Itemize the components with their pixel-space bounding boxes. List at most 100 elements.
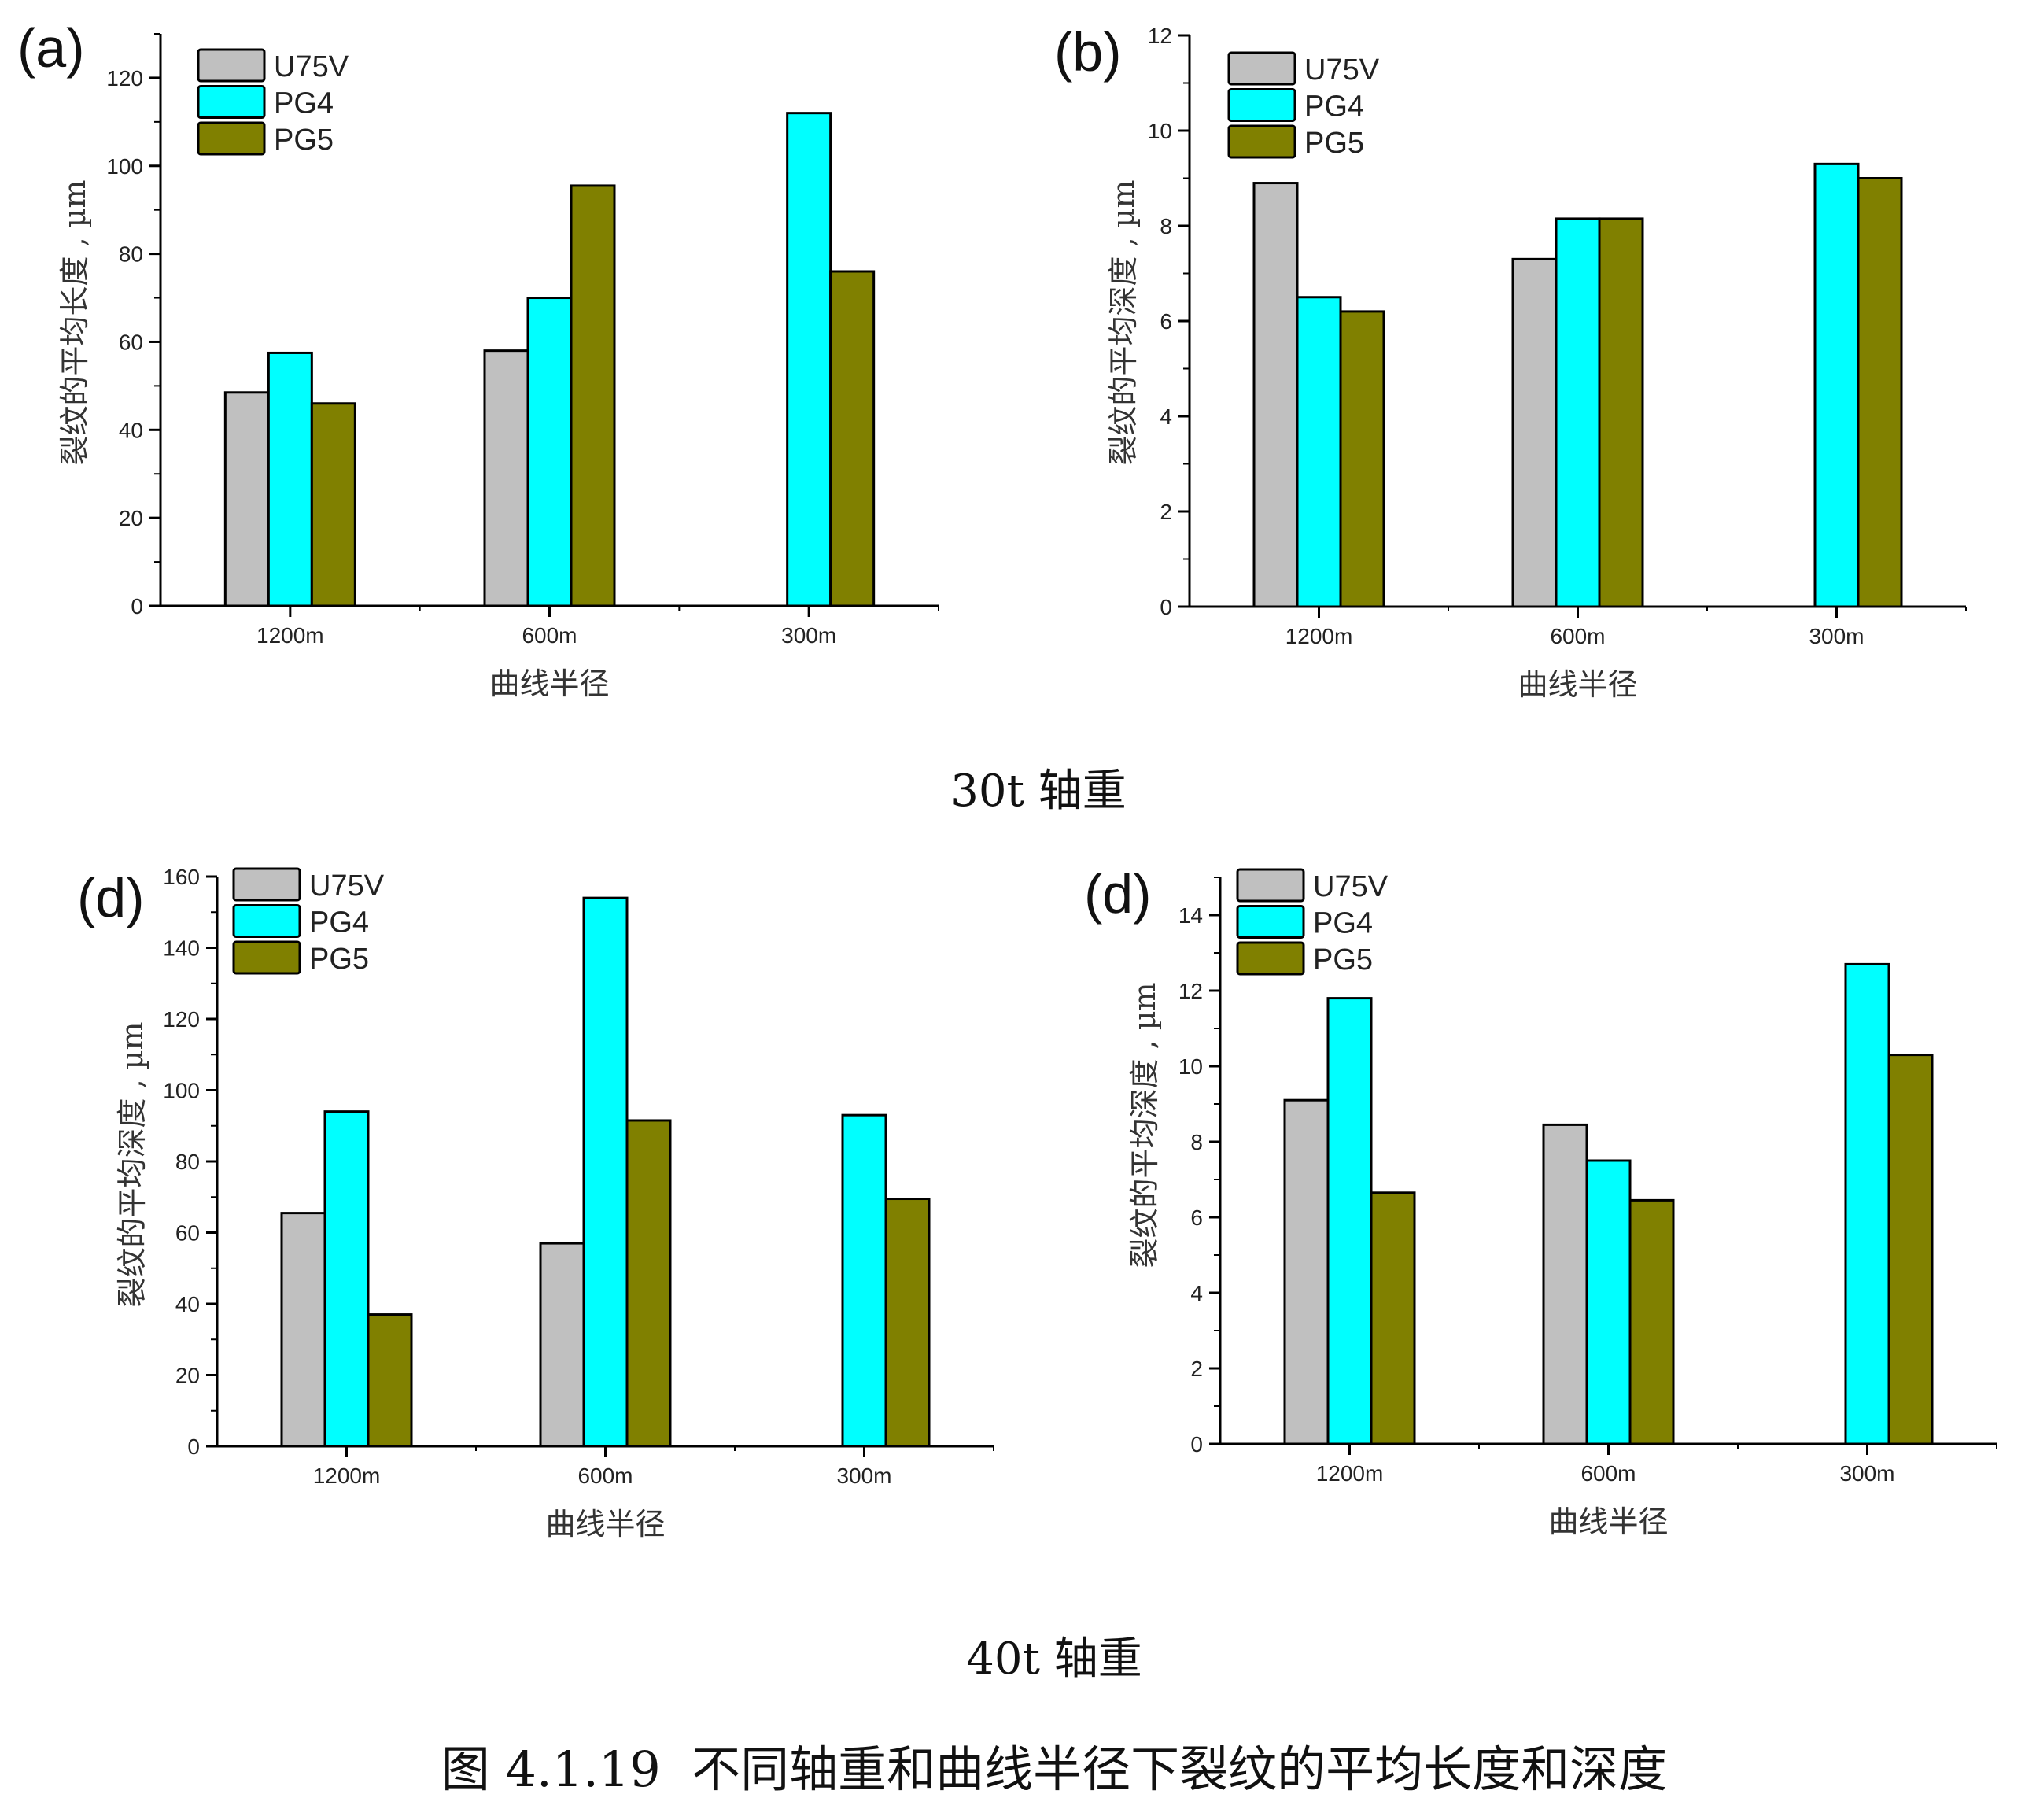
legend-label: PG4 <box>1313 907 1373 940</box>
legend-swatch-pg4 <box>1227 88 1296 122</box>
y-axis-title: 裂纹的平均长度 , µm <box>57 180 92 466</box>
bar-pg5-1200m <box>1339 310 1385 608</box>
x-axis-title: 曲线半径 <box>1518 669 1637 702</box>
y-axis-title: 裂纹的平均深度 , µm <box>1127 983 1162 1268</box>
legend-swatch-u75v <box>1227 51 1296 86</box>
caption-30t-axle-load: 30t 轴重 <box>950 766 1127 817</box>
x-tick-label: 600m <box>577 1464 633 1488</box>
legend-item-pg4: PG4 <box>197 85 334 120</box>
bar-pg5-600m <box>1628 1198 1675 1445</box>
y-tick-label: 0 <box>131 594 143 618</box>
panel-label: (a) <box>17 17 85 79</box>
y-tick-label: 0 <box>1160 595 1172 619</box>
chart-b: 0 2 4 6 8 10 12 1200m 600m 300m 曲线半径 裂纹的平均深度 , µm (b… <box>1054 21 1967 702</box>
y-tick-label: 0 <box>187 1434 200 1459</box>
x-tick-label: 1200m <box>1285 624 1353 648</box>
bar-pg4-1200m <box>1326 997 1373 1445</box>
panel-label: (d) <box>1084 863 1152 925</box>
legend-item-pg5: PG5 <box>1227 124 1364 160</box>
x-tick-label: 1200m <box>1316 1461 1384 1486</box>
bar-u75v-1200m <box>280 1212 326 1448</box>
y-tick-label: 12 <box>1148 24 1172 48</box>
y-tick-label: 4 <box>1190 1281 1203 1305</box>
x-axis-title: 曲线半径 <box>545 1508 665 1541</box>
legend-swatch-pg5 <box>197 121 266 156</box>
legend-label: U75V <box>1313 870 1389 903</box>
x-tick-label: 300m <box>1809 624 1864 648</box>
chart-d: 0 2 4 6 8 10 12 14 1200m 600m 300m 曲线半径 裂纹的平均深度 , µm… <box>1084 863 1997 1539</box>
legend-item-pg4: PG4 <box>1236 905 1373 940</box>
x-tick-label: 300m <box>1839 1461 1894 1486</box>
x-tick-label: 1200m <box>313 1464 381 1488</box>
bar-pg5-300m <box>829 270 876 607</box>
legend-swatch-u75v <box>197 48 266 83</box>
legend-item-u75v: U75V <box>1227 51 1380 87</box>
bar-u75v-600m <box>539 1242 585 1448</box>
y-tick-label: 80 <box>119 242 143 267</box>
x-axis-title: 曲线半径 <box>1548 1506 1668 1539</box>
legend-label: PG5 <box>274 124 334 157</box>
bar-pg4-300m <box>1813 162 1860 608</box>
bar-u75v-600m <box>1511 257 1558 608</box>
bar-pg5-300m <box>1857 177 1903 608</box>
y-tick-label: 160 <box>163 865 200 889</box>
y-tick-label: 40 <box>175 1292 200 1316</box>
y-tick-label: 20 <box>119 506 143 530</box>
bar-pg5-1200m <box>310 402 356 607</box>
legend-label: U75V <box>309 869 385 903</box>
bar-pg5-600m <box>1598 217 1644 608</box>
bar-u75v-1200m <box>1252 182 1299 608</box>
y-tick-label: 140 <box>163 936 200 961</box>
figure-caption: 图 4.1.19 不同轴重和曲线半径下裂纹的平均长度和深度 <box>441 1741 1667 1798</box>
y-axis-title: 裂纹的平均深度 , µm <box>115 1022 149 1308</box>
bar-pg4-1200m <box>267 351 313 607</box>
bar-pg5-1200m <box>367 1313 413 1448</box>
y-tick-label: 14 <box>1178 903 1203 928</box>
legend-label: PG5 <box>309 943 369 976</box>
legend-swatch-u75v <box>1236 868 1305 903</box>
y-tick-label: 10 <box>1178 1054 1203 1079</box>
bar-pg4-1200m <box>1296 296 1342 608</box>
bar-pg4-300m <box>841 1113 887 1448</box>
bar-pg5-1200m <box>1370 1191 1416 1445</box>
y-tick-label: 8 <box>1160 214 1172 238</box>
y-tick-label: 2 <box>1160 500 1172 524</box>
legend-label: PG5 <box>1304 127 1364 160</box>
legend-swatch-pg4 <box>1236 905 1305 939</box>
y-tick-label: 60 <box>119 330 143 354</box>
legend-label: U75V <box>274 50 349 83</box>
bar-u75v-600m <box>483 349 529 607</box>
bar-pg4-600m <box>1585 1159 1632 1445</box>
bar-pg4-1200m <box>323 1110 370 1448</box>
legend-label: PG4 <box>309 906 369 940</box>
y-tick-label: 2 <box>1190 1357 1203 1381</box>
y-tick-label: 60 <box>175 1221 200 1246</box>
x-tick-label: 600m <box>1550 624 1605 648</box>
legend-item-pg4: PG4 <box>1227 88 1364 124</box>
legend-item-u75v: U75V <box>197 48 349 83</box>
x-axis-title: 曲线半径 <box>489 668 609 701</box>
bar-pg5-600m <box>570 184 616 607</box>
legend-label: PG4 <box>1304 90 1364 124</box>
y-tick-label: 100 <box>106 154 143 179</box>
bar-pg5-300m <box>884 1198 931 1448</box>
legend-swatch-pg4 <box>232 904 301 938</box>
bar-pg4-300m <box>1844 962 1890 1445</box>
chart-c: 0 20 40 60 80 100 120 140 160 1200m 600m 300m 曲线半径 裂纹… <box>77 865 994 1541</box>
panel-label: (b) <box>1054 21 1122 83</box>
y-tick-label: 20 <box>175 1364 200 1388</box>
legend-swatch-u75v <box>232 867 301 902</box>
bar-pg4-600m <box>1555 217 1601 608</box>
y-tick-label: 40 <box>119 418 143 442</box>
bar-u75v-1200m <box>223 391 270 607</box>
legend-item-pg5: PG5 <box>197 121 334 157</box>
x-tick-label: 300m <box>836 1464 891 1488</box>
legend-label: U75V <box>1304 54 1380 87</box>
legend-item-pg4: PG4 <box>232 904 369 940</box>
